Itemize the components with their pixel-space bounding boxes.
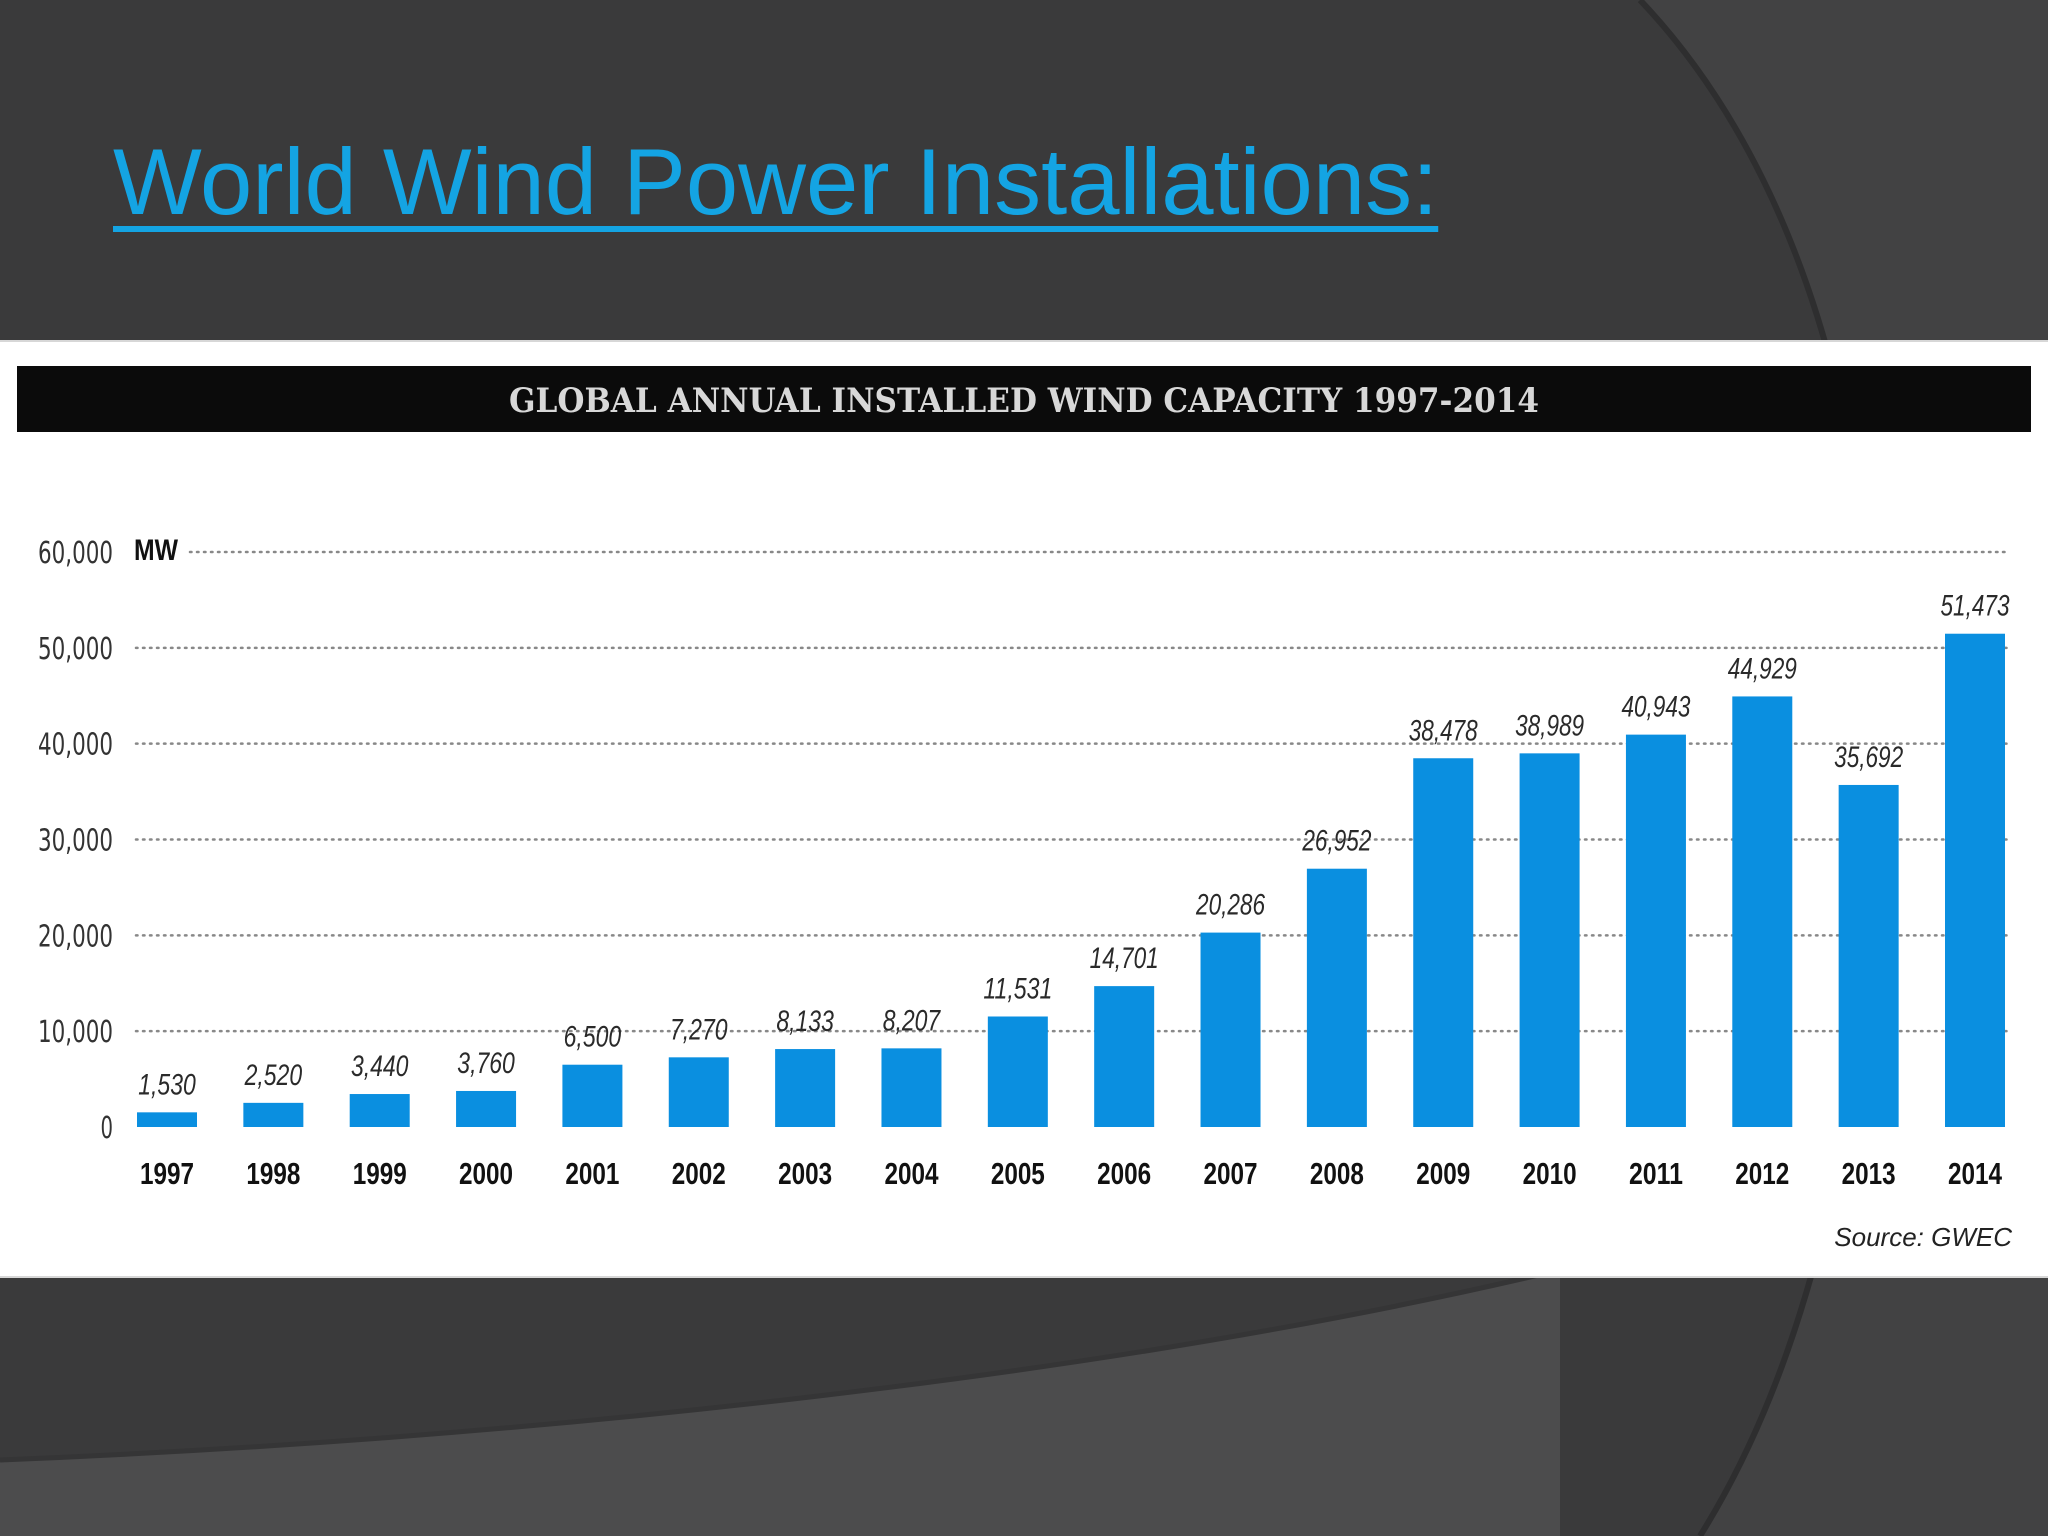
y-tick-label: 40,000 [38, 728, 113, 763]
x-tick-label: 2013 [1842, 1156, 1896, 1191]
x-tick-label: 1998 [246, 1156, 300, 1191]
x-tick-label: 2005 [991, 1156, 1045, 1191]
x-tick-label: 2011 [1629, 1156, 1683, 1191]
x-axis-ticks: 1997 1998 1999 2000 2001 2002 2003 2004 2005 2006… [140, 1156, 2003, 1191]
x-tick-label: 2010 [1523, 1156, 1577, 1191]
x-tick-label: 2001 [565, 1156, 619, 1191]
x-tick-label: 2008 [1310, 1156, 1364, 1191]
y-tick-label: 20,000 [38, 919, 113, 954]
bar-2001 [562, 1064, 623, 1127]
bar-chart: GLOBAL ANNUAL INSTALLED WIND CAPACITY 19… [17, 366, 2031, 1252]
bar-2003 [775, 1049, 836, 1127]
value-label: 26,952 [1302, 825, 1372, 858]
x-tick-label: 2014 [1948, 1156, 2003, 1191]
bars [137, 633, 2005, 1127]
chart-header-bar [17, 366, 2031, 432]
value-label: 7,270 [670, 1013, 728, 1046]
bar-2005 [987, 1016, 1048, 1127]
x-tick-label: 2002 [672, 1156, 726, 1191]
bar-2002 [668, 1057, 729, 1127]
y-axis-ticks: 0 10,000 20,000 30,000 40,000 50,000 60,000 [38, 536, 113, 1146]
x-tick-label: 2007 [1204, 1156, 1258, 1191]
value-label: 3,440 [351, 1050, 409, 1083]
value-label: 3,760 [457, 1047, 515, 1080]
value-label: 51,473 [1941, 590, 2010, 623]
value-label: 40,943 [1621, 691, 1690, 724]
x-tick-label: 2006 [1097, 1156, 1151, 1191]
value-label: 6,500 [564, 1021, 622, 1054]
source-note: Source: GWEC [1834, 1222, 2012, 1252]
bar-2008 [1306, 868, 1367, 1127]
chart-title: GLOBAL ANNUAL INSTALLED WIND CAPACITY 19… [509, 381, 1539, 421]
bar-2004 [881, 1048, 942, 1127]
gridlines [134, 550, 2010, 1033]
value-label: 38,478 [1409, 714, 1478, 747]
value-label: 35,692 [1834, 741, 1903, 774]
y-tick-label: 60,000 [38, 536, 113, 571]
value-labels: 1,530 2,520 3,440 3,760 6,500 7,270 8,133 8,207… [138, 590, 2009, 1102]
bar-2014 [1945, 633, 2005, 1127]
bar-2009 [1413, 758, 1474, 1127]
y-tick-label: 30,000 [38, 824, 113, 859]
y-tick-label: 10,000 [38, 1015, 113, 1050]
value-label: 2,520 [244, 1059, 303, 1092]
x-tick-label: 2009 [1416, 1156, 1470, 1191]
bar-2000 [456, 1090, 517, 1127]
bar-2013 [1838, 784, 1899, 1127]
value-label: 20,286 [1195, 889, 1265, 922]
value-label: 44,929 [1728, 652, 1797, 685]
x-tick-label: 2003 [778, 1156, 832, 1191]
bar-2012 [1732, 696, 1793, 1127]
bar-2007 [1200, 932, 1261, 1127]
x-tick-label: 1997 [140, 1156, 194, 1191]
value-label: 8,207 [883, 1004, 942, 1037]
value-label: 8,133 [776, 1005, 834, 1038]
value-label: 14,701 [1090, 942, 1159, 975]
value-label: 11,531 [983, 972, 1052, 1005]
bar-1999 [349, 1094, 410, 1127]
x-tick-label: 2000 [459, 1156, 513, 1191]
value-label: 38,989 [1515, 709, 1584, 742]
y-axis-unit-label: MW [134, 534, 179, 567]
y-tick-label: 50,000 [38, 632, 113, 667]
bar-1998 [243, 1102, 304, 1127]
x-tick-label: 2004 [884, 1156, 939, 1191]
bar-2010 [1519, 753, 1580, 1127]
chart-panel: GLOBAL ANNUAL INSTALLED WIND CAPACITY 19… [0, 340, 2048, 1278]
value-label: 1,530 [138, 1068, 196, 1101]
x-tick-label: 2012 [1735, 1156, 1789, 1191]
slide-title: World Wind Power Installations: [113, 129, 1439, 234]
bar-2006 [1094, 986, 1155, 1127]
x-tick-label: 1999 [353, 1156, 407, 1191]
bar-2011 [1625, 734, 1686, 1127]
bar-1997 [137, 1112, 197, 1127]
y-tick-label: 0 [101, 1111, 114, 1146]
